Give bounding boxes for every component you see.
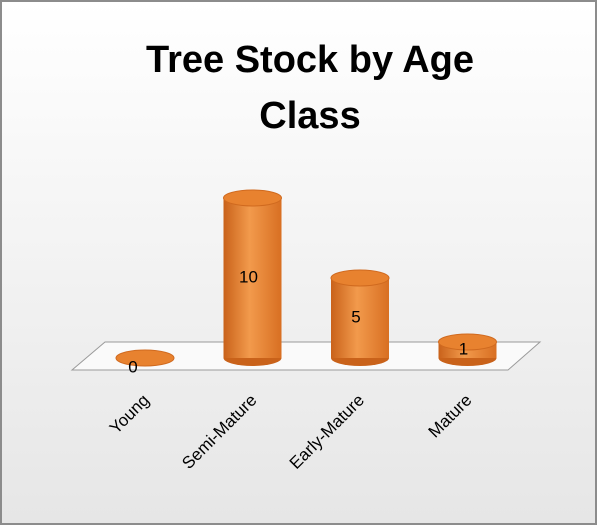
data-label: 0 [128, 357, 137, 376]
bar-top [115, 349, 175, 367]
bar-top [438, 333, 497, 351]
data-label: 5 [351, 307, 360, 326]
bar [223, 198, 282, 358]
floor [70, 341, 542, 371]
data-label: 10 [239, 267, 258, 286]
bar-top [223, 189, 282, 207]
bar-top [330, 269, 390, 287]
chart-title: Tree Stock by Age Class [145, 39, 475, 137]
data-label: 1 [459, 339, 468, 358]
bar [331, 278, 389, 358]
